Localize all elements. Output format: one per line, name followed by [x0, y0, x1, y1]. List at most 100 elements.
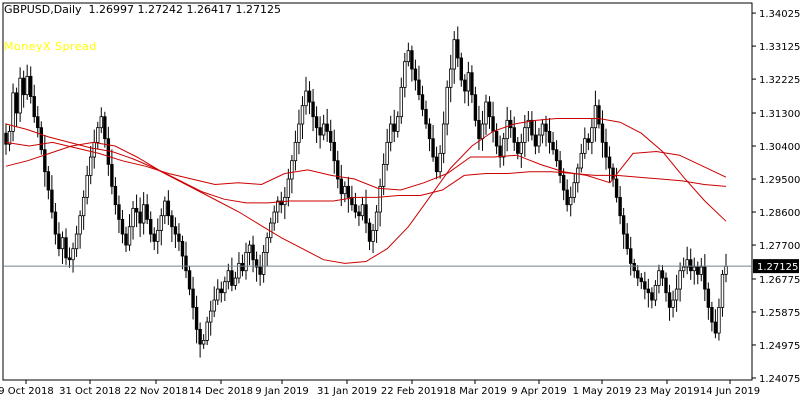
y-tick-label: 1.34025	[759, 9, 800, 20]
candle-body	[156, 229, 160, 242]
candle	[484, 94, 488, 135]
candle	[159, 208, 163, 246]
candle	[254, 251, 259, 282]
y-tick-label: 1.32225	[759, 75, 800, 86]
candle	[477, 105, 481, 150]
candle	[244, 242, 248, 280]
candle	[639, 273, 643, 289]
candle-body	[159, 215, 163, 231]
candle	[265, 232, 269, 267]
candle	[71, 242, 75, 273]
candle	[667, 284, 672, 321]
candle-body	[441, 123, 446, 154]
candle	[604, 128, 608, 170]
candle	[689, 248, 693, 280]
candle	[276, 196, 280, 224]
candle-body	[586, 138, 591, 143]
candle-body	[163, 200, 167, 217]
candle	[696, 261, 700, 285]
candle-body	[657, 270, 661, 286]
candle	[110, 149, 114, 195]
candle-body	[438, 152, 442, 173]
candle-body	[449, 68, 453, 88]
candle	[39, 121, 43, 155]
candle-body	[244, 251, 248, 272]
candle	[300, 96, 305, 140]
candle	[646, 278, 651, 308]
candle-body	[346, 185, 351, 198]
candle	[717, 298, 721, 341]
candle	[336, 150, 340, 189]
candle-body	[71, 248, 75, 261]
candle	[53, 203, 58, 245]
candle	[212, 286, 216, 318]
candle-body	[152, 233, 156, 242]
candle	[191, 276, 195, 320]
candle-body	[240, 262, 245, 272]
candle	[85, 165, 89, 205]
candle-body	[357, 211, 361, 217]
candle-body	[60, 237, 65, 250]
candle-body	[544, 123, 548, 132]
candle-body	[484, 101, 488, 125]
candle-body	[604, 141, 608, 158]
candle	[141, 192, 146, 235]
candle	[25, 64, 29, 100]
candle-body	[166, 200, 171, 217]
candle-body	[237, 262, 241, 279]
candle-body	[632, 262, 636, 272]
candle	[374, 205, 379, 243]
x-tick-label: 31 Oct 2018	[59, 386, 121, 397]
candle	[703, 254, 707, 302]
candle	[325, 108, 329, 142]
candle-body	[583, 138, 587, 154]
y-tick-label: 1.33125	[759, 42, 800, 53]
candle	[424, 100, 428, 129]
candle-body	[427, 123, 432, 140]
candle-body	[180, 240, 185, 257]
candle-body	[505, 119, 509, 140]
candle-body	[46, 171, 51, 191]
candle	[187, 266, 192, 296]
candle	[286, 168, 291, 207]
candle-body	[286, 178, 291, 198]
candle	[544, 115, 548, 147]
candle-body	[343, 185, 347, 195]
candle-body	[569, 196, 573, 206]
candle-body	[78, 215, 82, 235]
candle-body	[251, 244, 255, 261]
candle-body	[463, 79, 467, 92]
candle-body	[145, 204, 149, 220]
candle-body	[381, 163, 386, 187]
candle-body	[336, 160, 340, 180]
candle-body	[149, 218, 153, 235]
x-tick-label: 1 May 2019	[573, 386, 632, 397]
candle-body	[307, 90, 312, 103]
y-tick-label: 1.24075	[759, 374, 800, 385]
candle-body	[96, 127, 100, 143]
candle	[127, 214, 132, 251]
candle	[103, 111, 107, 148]
candle	[597, 99, 601, 129]
candle-body	[314, 116, 319, 129]
candle	[526, 111, 531, 142]
candle	[674, 274, 679, 312]
candle-body	[332, 141, 336, 162]
candle-body	[279, 200, 283, 206]
candle-body	[374, 211, 379, 231]
candle-body	[607, 156, 612, 169]
candle	[163, 196, 167, 225]
candle	[360, 196, 365, 221]
candle-body	[265, 237, 269, 253]
candle	[329, 119, 333, 152]
candle-body	[558, 160, 562, 176]
candle	[576, 163, 580, 193]
candle	[699, 258, 703, 282]
candle	[547, 117, 552, 154]
candle-body	[477, 119, 481, 140]
candle-body	[226, 270, 231, 283]
candle-body	[14, 92, 19, 114]
candle-body	[653, 284, 658, 301]
